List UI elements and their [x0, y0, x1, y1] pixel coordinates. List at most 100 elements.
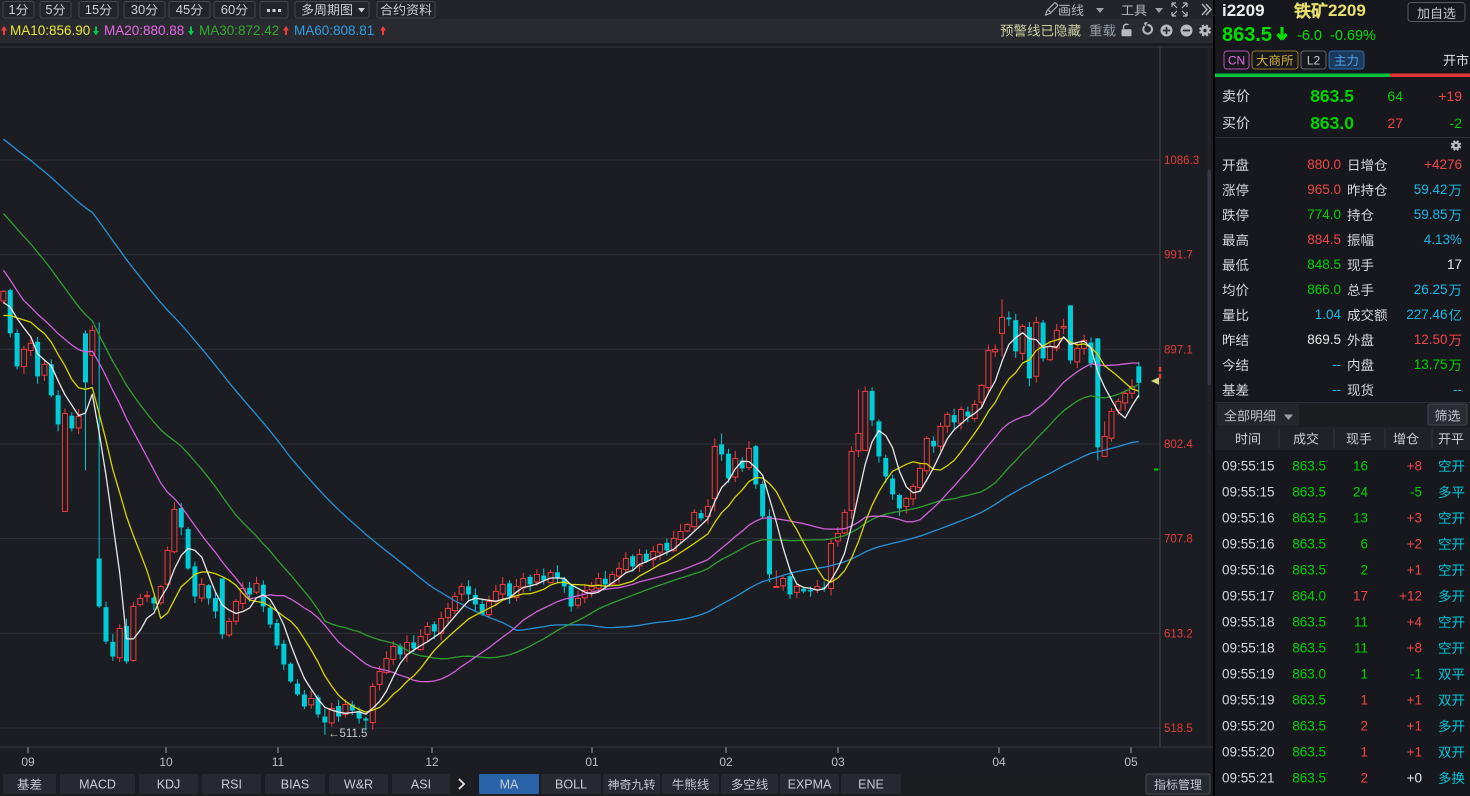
svg-text:897.1: 897.1 — [1164, 344, 1193, 356]
svg-text:848.5: 848.5 — [1307, 257, 1341, 272]
svg-text:4.13%: 4.13% — [1424, 232, 1462, 247]
svg-text:30: 30 — [131, 2, 145, 17]
svg-text:MA60:808.81: MA60:808.81 — [294, 23, 374, 38]
svg-text:09:55:16: 09:55:16 — [1222, 563, 1275, 578]
svg-text:+1: +1 — [1407, 693, 1422, 708]
svg-text:ASI: ASI — [411, 778, 431, 792]
svg-text:869.5: 869.5 — [1307, 332, 1341, 347]
svg-text:863.0: 863.0 — [1292, 667, 1326, 682]
svg-text:09:55:16: 09:55:16 — [1222, 537, 1275, 552]
svg-text:59.42: 59.42 — [1414, 182, 1448, 197]
svg-text:26.25: 26.25 — [1414, 282, 1448, 297]
svg-text:13: 13 — [1353, 511, 1368, 526]
svg-text:09:55:18: 09:55:18 — [1222, 615, 1275, 630]
svg-text:+8: +8 — [1407, 459, 1422, 474]
svg-text:MA: MA — [500, 778, 519, 792]
svg-text:2: 2 — [1360, 771, 1368, 786]
svg-text:09:55:20: 09:55:20 — [1222, 745, 1275, 760]
svg-text:-0.69%: -0.69% — [1330, 28, 1376, 44]
svg-text:+1: +1 — [1407, 745, 1422, 760]
svg-text:MA10:856.90: MA10:856.90 — [10, 23, 90, 38]
svg-text:BOLL: BOLL — [555, 778, 587, 792]
svg-text:+1: +1 — [1407, 719, 1422, 734]
svg-text:←511.5: ←511.5 — [328, 728, 367, 740]
svg-text:09:55:16: 09:55:16 — [1222, 511, 1275, 526]
svg-text:863.5: 863.5 — [1292, 563, 1326, 578]
svg-text:+8: +8 — [1407, 641, 1422, 656]
svg-text:17: 17 — [1447, 257, 1462, 272]
svg-text:EXPMA: EXPMA — [788, 778, 832, 792]
svg-text:--: -- — [1453, 382, 1462, 397]
svg-text:16: 16 — [1353, 459, 1368, 474]
svg-text:--: -- — [1332, 382, 1341, 397]
svg-text:2: 2 — [1360, 719, 1368, 734]
svg-text:CN: CN — [1228, 54, 1245, 68]
svg-text:45: 45 — [176, 2, 190, 17]
svg-text:17: 17 — [1353, 589, 1368, 604]
svg-text:1: 1 — [1360, 667, 1368, 682]
svg-text:+0: +0 — [1407, 771, 1422, 786]
svg-text:--: -- — [1332, 357, 1341, 372]
svg-text:09:55:19: 09:55:19 — [1222, 667, 1275, 682]
svg-text:13.75: 13.75 — [1414, 357, 1448, 372]
svg-text:864.0: 864.0 — [1292, 589, 1326, 604]
svg-text:518.5: 518.5 — [1164, 723, 1193, 735]
svg-text:707.8: 707.8 — [1164, 534, 1193, 546]
svg-text:2: 2 — [1360, 563, 1368, 578]
svg-text:12.50: 12.50 — [1414, 332, 1448, 347]
svg-text:05: 05 — [1124, 755, 1138, 769]
svg-text:09:55:15: 09:55:15 — [1222, 485, 1275, 500]
svg-text:863.0: 863.0 — [1310, 113, 1354, 133]
svg-text:1.04: 1.04 — [1315, 307, 1342, 322]
svg-text:884.5: 884.5 — [1307, 232, 1341, 247]
svg-text:01: 01 — [585, 755, 599, 769]
svg-text:866.0: 866.0 — [1307, 282, 1341, 297]
svg-text:965.0: 965.0 — [1307, 182, 1341, 197]
svg-text:863.5: 863.5 — [1310, 86, 1354, 106]
svg-text:863.5: 863.5 — [1292, 745, 1326, 760]
svg-text:60: 60 — [221, 2, 235, 17]
svg-text:863.5: 863.5 — [1292, 459, 1326, 474]
svg-text:11: 11 — [1354, 641, 1368, 656]
svg-text:W&R: W&R — [344, 778, 373, 792]
svg-text:12: 12 — [425, 755, 439, 769]
svg-text:863.5: 863.5 — [1292, 693, 1326, 708]
svg-text:04: 04 — [992, 755, 1006, 769]
svg-text:613.2: 613.2 — [1164, 628, 1193, 640]
svg-text:+12: +12 — [1399, 589, 1422, 604]
svg-text:863.5: 863.5 — [1292, 641, 1326, 656]
svg-text:863.5: 863.5 — [1222, 24, 1272, 46]
svg-text:-5: -5 — [1410, 485, 1422, 500]
svg-text:03: 03 — [831, 755, 845, 769]
svg-text:10: 10 — [159, 755, 173, 769]
svg-text:+4: +4 — [1407, 615, 1423, 630]
svg-text:227.46: 227.46 — [1406, 307, 1447, 322]
svg-text:1086.3: 1086.3 — [1164, 155, 1199, 167]
svg-text:863.5: 863.5 — [1292, 485, 1326, 500]
svg-text:1: 1 — [8, 2, 15, 17]
svg-text:KDJ: KDJ — [157, 778, 181, 792]
svg-text:09:55:18: 09:55:18 — [1222, 641, 1275, 656]
svg-text:774.0: 774.0 — [1307, 207, 1341, 222]
svg-text:11: 11 — [272, 755, 285, 769]
svg-text:RSI: RSI — [221, 778, 242, 792]
svg-text:BIAS: BIAS — [281, 778, 310, 792]
svg-text:MA20:880.88: MA20:880.88 — [104, 23, 184, 38]
svg-text:59.85: 59.85 — [1414, 207, 1448, 222]
svg-text:863.5: 863.5 — [1292, 719, 1326, 734]
svg-text:+19: +19 — [1438, 88, 1462, 104]
svg-text:6: 6 — [1360, 537, 1368, 552]
svg-text:MACD: MACD — [79, 778, 116, 792]
svg-text:09:55:17: 09:55:17 — [1222, 589, 1275, 604]
svg-text:09:55:15: 09:55:15 — [1222, 459, 1275, 474]
svg-text:-1: -1 — [1410, 667, 1422, 682]
svg-text:+2: +2 — [1407, 537, 1422, 552]
svg-text:+3: +3 — [1407, 511, 1422, 526]
svg-text:+1: +1 — [1407, 563, 1422, 578]
svg-text:1: 1 — [1360, 745, 1368, 760]
svg-text:MA30:872.42: MA30:872.42 — [199, 23, 279, 38]
svg-text:ENE: ENE — [858, 778, 884, 792]
svg-text:2209: 2209 — [1328, 1, 1366, 20]
svg-text:09: 09 — [21, 755, 35, 769]
svg-text:863.5: 863.5 — [1292, 771, 1326, 786]
